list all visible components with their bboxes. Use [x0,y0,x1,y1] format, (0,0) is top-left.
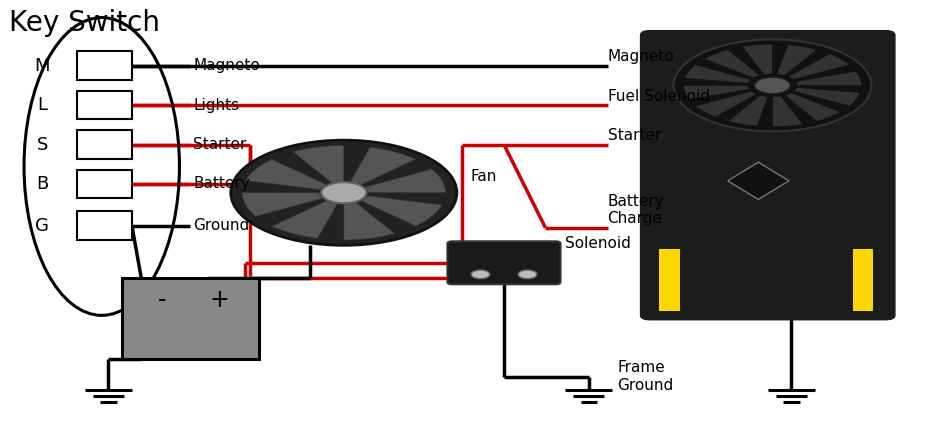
FancyBboxPatch shape [122,278,259,359]
Polygon shape [785,93,840,121]
Bar [659,249,680,311]
Polygon shape [727,162,788,199]
Text: M: M [35,57,50,75]
Text: Starter: Starter [193,137,247,152]
Text: B: B [36,175,49,193]
Text: S: S [37,135,48,154]
Text: +: + [209,288,229,312]
Circle shape [321,182,366,203]
Polygon shape [685,65,751,83]
Polygon shape [705,49,760,78]
Text: Ground: Ground [193,218,250,233]
Polygon shape [683,85,749,99]
Polygon shape [794,88,860,106]
FancyBboxPatch shape [447,241,560,284]
Text: Key Switch: Key Switch [9,9,160,37]
FancyBboxPatch shape [77,51,132,80]
FancyBboxPatch shape [641,31,895,320]
FancyBboxPatch shape [77,91,132,119]
Text: Fan: Fan [471,170,497,184]
Text: Starter: Starter [608,128,661,143]
Polygon shape [772,96,803,127]
Polygon shape [777,45,817,75]
Polygon shape [242,193,322,216]
Text: Frame
Ground: Frame Ground [617,360,674,393]
Text: Lights: Lights [193,98,239,113]
Text: Magneto: Magneto [193,58,260,73]
Polygon shape [293,145,344,183]
Polygon shape [695,91,756,117]
FancyBboxPatch shape [77,170,132,198]
Text: G: G [36,216,49,235]
Text: L: L [38,96,47,114]
Circle shape [755,77,790,94]
Circle shape [674,39,871,131]
Polygon shape [272,201,337,238]
Circle shape [231,140,457,245]
Polygon shape [362,196,442,226]
Text: Battery: Battery [193,177,250,191]
Polygon shape [365,169,446,193]
Circle shape [471,270,490,279]
Polygon shape [742,44,772,74]
Text: Fuel Solenoid: Fuel Solenoid [608,89,709,104]
Text: Magneto: Magneto [608,49,674,64]
Text: -: - [158,288,167,312]
Polygon shape [796,71,861,85]
Polygon shape [788,54,850,80]
Polygon shape [246,159,326,190]
Circle shape [518,270,537,279]
FancyBboxPatch shape [77,211,132,240]
FancyBboxPatch shape [77,130,132,159]
Polygon shape [728,95,768,126]
Text: Solenoid: Solenoid [565,236,631,251]
Polygon shape [344,203,395,240]
Text: Battery
Charge: Battery Charge [608,194,664,226]
Bar [853,249,873,311]
Polygon shape [350,147,415,184]
